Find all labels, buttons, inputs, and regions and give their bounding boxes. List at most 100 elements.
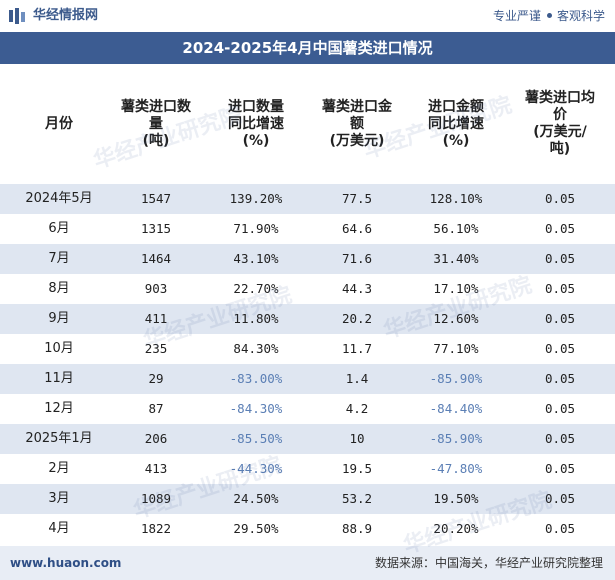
cell-amount-yoy: 31.40% — [433, 251, 479, 266]
cell-quantity-yoy: 71.90% — [233, 221, 279, 236]
cell-quantity-yoy: 84.30% — [233, 341, 279, 356]
footer-source: 数据来源：中国海关，华经产业研究院整理 — [374, 556, 603, 570]
cell-quantity-yoy: 11.80% — [233, 311, 279, 326]
cell-amount-yoy: -47.80% — [429, 461, 483, 476]
cell-month: 4月 — [48, 521, 70, 536]
header-import-quantity: 薯类进口数 量 (吨) — [121, 98, 191, 149]
cell-amount-yoy: 128.10% — [429, 191, 483, 206]
cell-amount-yoy: 20.20% — [433, 521, 479, 536]
page-title: 2024-2025年4月中国薯类进口情况 — [0, 32, 615, 64]
cell-import-quantity: 235 — [144, 341, 168, 356]
cell-quantity-yoy: -44.30% — [229, 461, 283, 476]
cell-average-price: 0.05 — [544, 371, 576, 386]
table-row: 10月 235 84.30% 11.7 77.10% 0.05 — [0, 334, 615, 364]
huajing-logo-icon — [9, 8, 25, 24]
table-row: 7月 1464 43.10% 71.6 31.40% 0.05 — [0, 244, 615, 274]
cell-average-price: 0.05 — [544, 401, 576, 416]
cell-import-amount: 64.6 — [341, 221, 373, 236]
header-month: 月份 — [45, 115, 73, 132]
cell-month: 10月 — [44, 341, 74, 356]
cell-amount-yoy: -84.40% — [429, 401, 483, 416]
cell-average-price: 0.05 — [544, 431, 576, 446]
cell-amount-yoy: 12.60% — [433, 311, 479, 326]
cell-quantity-yoy: 22.70% — [233, 281, 279, 296]
cell-import-amount: 88.9 — [341, 521, 373, 536]
table-row: 6月 1315 71.90% 64.6 56.10% 0.05 — [0, 214, 615, 244]
cell-import-quantity: 411 — [144, 311, 168, 326]
footer: www.huaon.com 数据来源：中国海关，华经产业研究院整理 — [0, 546, 615, 580]
cell-amount-yoy: -85.90% — [429, 371, 483, 386]
cell-average-price: 0.05 — [544, 281, 576, 296]
cell-import-amount: 71.6 — [341, 251, 373, 266]
table-row: 9月 411 11.80% 20.2 12.60% 0.05 — [0, 304, 615, 334]
cell-amount-yoy: 77.10% — [433, 341, 479, 356]
slogan-left: 专业严谨 — [492, 9, 541, 23]
cell-quantity-yoy: 29.50% — [233, 521, 279, 536]
cell-import-amount: 44.3 — [341, 281, 373, 296]
cell-month: 2月 — [48, 461, 70, 476]
header-amount-yoy: 进口金额 同比增速 (%) — [428, 98, 484, 149]
cell-average-price: 0.05 — [544, 251, 576, 266]
table-header: 月份 薯类进口数 量 (吨) 进口数量 同比增速 (%) 薯类进口金 额 (万美… — [0, 64, 615, 184]
cell-import-quantity: 1464 — [140, 251, 172, 266]
header-import-amount: 薯类进口金 额 (万美元) — [322, 98, 392, 149]
table-row: 3月 1089 24.50% 53.2 19.50% 0.05 — [0, 484, 615, 514]
cell-import-amount: 1.4 — [345, 371, 369, 386]
cell-quantity-yoy: 24.50% — [233, 491, 279, 506]
cell-quantity-yoy: -84.30% — [229, 401, 283, 416]
cell-month: 8月 — [48, 281, 70, 296]
cell-quantity-yoy: 139.20% — [229, 191, 283, 206]
cell-import-quantity: 1089 — [140, 491, 172, 506]
cell-month: 7月 — [48, 251, 70, 266]
cell-month: 2024年5月 — [25, 191, 93, 206]
header-quantity-yoy: 进口数量 同比增速 (%) — [228, 98, 284, 149]
cell-month: 11月 — [44, 371, 74, 386]
cell-import-quantity: 1822 — [140, 521, 172, 536]
cell-month: 12月 — [44, 401, 74, 416]
cell-amount-yoy: 17.10% — [433, 281, 479, 296]
cell-import-quantity: 903 — [144, 281, 168, 296]
cell-month: 9月 — [48, 311, 70, 326]
cell-average-price: 0.05 — [544, 341, 576, 356]
cell-import-quantity: 206 — [144, 431, 168, 446]
cell-quantity-yoy: -85.50% — [229, 431, 283, 446]
header-average-price: 薯类进口均 价 (万美元/ 吨) — [525, 90, 595, 157]
top-bar: 华经情报网 专业严谨 客观科学 — [0, 0, 615, 32]
cell-average-price: 0.05 — [544, 221, 576, 236]
table-row: 2025年1月 206 -85.50% 10 -85.90% 0.05 — [0, 424, 615, 454]
table-row: 11月 29 -83.00% 1.4 -85.90% 0.05 — [0, 364, 615, 394]
table-row: 12月 87 -84.30% 4.2 -84.40% 0.05 — [0, 394, 615, 424]
cell-import-amount: 11.7 — [341, 341, 373, 356]
cell-import-amount: 10 — [349, 431, 365, 446]
cell-quantity-yoy: -83.00% — [229, 371, 283, 386]
cell-month: 3月 — [48, 491, 70, 506]
table-row: 2月 413 -44.30% 19.5 -47.80% 0.05 — [0, 454, 615, 484]
cell-amount-yoy: 19.50% — [433, 491, 479, 506]
cell-import-quantity: 1315 — [140, 221, 172, 236]
cell-import-amount: 4.2 — [345, 401, 369, 416]
cell-average-price: 0.05 — [544, 311, 576, 326]
cell-month: 2025年1月 — [25, 431, 93, 446]
cell-import-quantity: 1547 — [140, 191, 172, 206]
cell-import-amount: 77.5 — [341, 191, 373, 206]
cell-import-quantity: 413 — [144, 461, 168, 476]
dot-separator-icon — [546, 13, 552, 18]
table-row: 4月 1822 29.50% 88.9 20.20% 0.05 — [0, 514, 615, 544]
slogan-right: 客观科学 — [556, 9, 605, 23]
cell-month: 6月 — [48, 221, 70, 236]
cell-import-quantity: 87 — [148, 401, 164, 416]
cell-average-price: 0.05 — [544, 491, 576, 506]
cell-amount-yoy: 56.10% — [433, 221, 479, 236]
brand-slogan: 专业严谨 客观科学 — [493, 8, 605, 24]
table-row: 8月 903 22.70% 44.3 17.10% 0.05 — [0, 274, 615, 304]
table-row: 2024年5月 1547 139.20% 77.5 128.10% 0.05 — [0, 184, 615, 214]
brand-name: 华经情报网 — [33, 8, 99, 23]
cell-average-price: 0.05 — [544, 191, 576, 206]
table-body: 2024年5月 1547 139.20% 77.5 128.10% 0.05 6月 1315 7… — [0, 184, 615, 544]
cell-import-amount: 53.2 — [341, 491, 373, 506]
cell-import-amount: 20.2 — [341, 311, 373, 326]
footer-website: www.huaon.com — [10, 556, 122, 570]
cell-amount-yoy: -85.90% — [429, 431, 483, 446]
cell-quantity-yoy: 43.10% — [233, 251, 279, 266]
cell-import-amount: 19.5 — [341, 461, 373, 476]
